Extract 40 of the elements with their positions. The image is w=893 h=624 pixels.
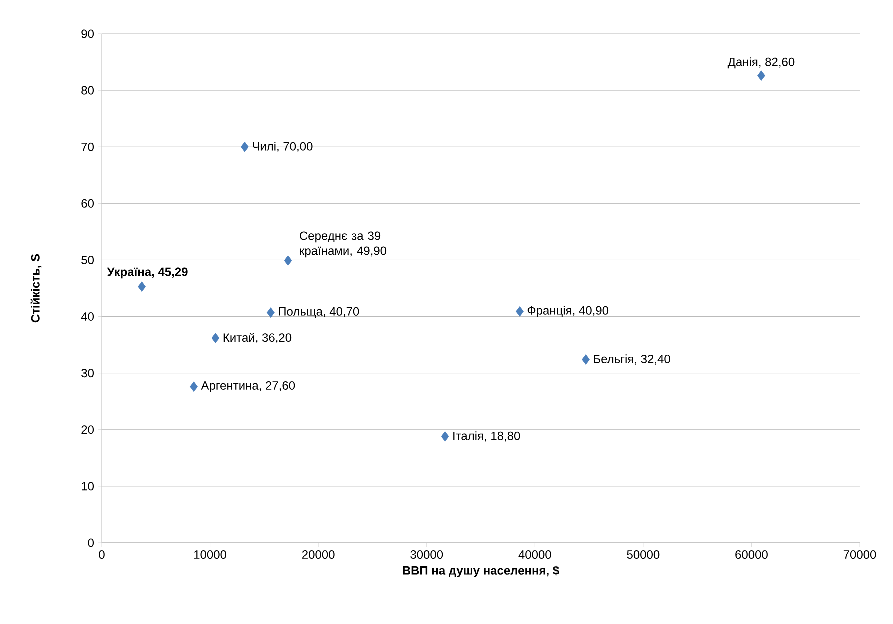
data-label: Аргентина, 27,60 [201, 381, 296, 392]
y-tick-label: 90 [82, 30, 94, 38]
data-label: Данія, 82,60 [728, 58, 795, 69]
point [284, 256, 292, 266]
data-label: Італія, 18,80 [454, 432, 520, 442]
y-tick-label: 50 [82, 256, 94, 264]
data-label: Чилі, 70,00 [253, 142, 313, 152]
point [138, 282, 146, 292]
data-label: Китай, 36,20 [224, 333, 292, 344]
x-tick-label: 60000 [736, 550, 768, 560]
x-tick-label: 0 [99, 550, 105, 560]
data-label: Франція, 40,90 [528, 306, 609, 318]
point [266, 308, 275, 318]
x-tick-label: 40000 [518, 550, 552, 560]
y-tick-label: 60 [82, 199, 94, 208]
data-label: Польща, 40,70 [279, 307, 360, 318]
y-tick-label: 20 [82, 426, 94, 434]
point [516, 306, 524, 317]
y-tick-label: 80 [82, 86, 94, 95]
data-label: Україна, 45,29 [107, 268, 188, 279]
x-tick-label: 30000 [410, 550, 444, 560]
data-label: Бельгія, 32,40 [594, 354, 670, 365]
y-tick-label: 40 [81, 312, 94, 322]
x-axis-title: ВВП на душу населення, $ [403, 566, 560, 578]
x-tick-label: 50000 [627, 550, 660, 560]
x-tick-label: 70000 [844, 550, 876, 560]
y-tick-label: 0 [88, 538, 94, 548]
x-tick-label: 10000 [194, 550, 226, 560]
point [441, 431, 450, 442]
point [240, 142, 249, 152]
point [582, 354, 590, 365]
y-tick-label: 10 [82, 482, 94, 491]
y-tick-label: 30 [82, 369, 94, 378]
y-tick-label: 70 [82, 142, 94, 152]
point [212, 333, 220, 344]
y-axis-title: Стійкість, S [30, 254, 42, 323]
point [758, 70, 766, 82]
data-label: Середнє за 39 країнами, 49,90 [300, 232, 387, 258]
x-tick-label: 20000 [302, 550, 335, 560]
point [190, 382, 198, 392]
